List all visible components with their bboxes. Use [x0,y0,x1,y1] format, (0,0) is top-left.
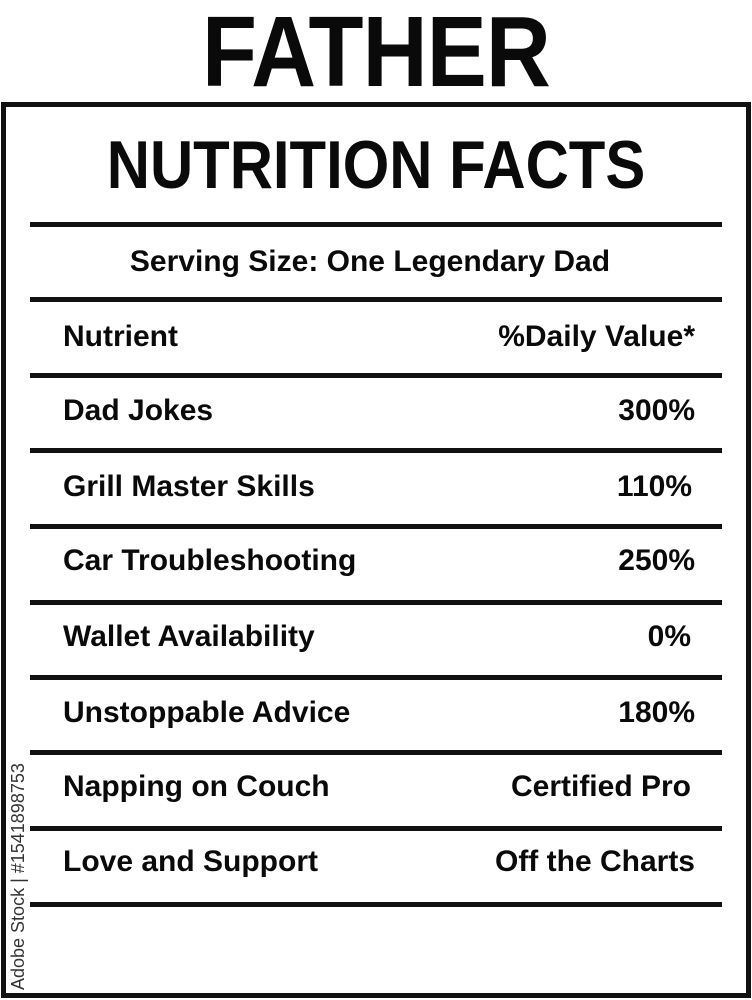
serving-size: Serving Size: One Legendary Dad [129,245,611,278]
divider [30,297,722,302]
label-heading: NUTRITION FACTS [106,127,646,203]
nutrient-name: Unstoppable Advice [63,696,351,729]
table-row: Unstoppable Advice 180% [63,695,695,731]
divider [30,373,722,378]
nutrient-value: 180% [618,696,695,729]
divider [30,222,722,227]
divider [30,524,722,529]
nutrient-value: 250% [618,544,695,577]
table-row: Napping on Couch Certified Pro [63,769,695,805]
header-row: Nutrient %Daily Value* [63,319,695,355]
nutrient-name: Dad Jokes [63,394,214,427]
divider [30,675,722,680]
nutrient-name: Love and Support [63,845,318,878]
divider [30,826,722,831]
daily-value-header: %Daily Value* [498,320,695,353]
nutrient-value: Certified Pro [510,770,691,803]
table-row: Car Troubleshooting 250% [63,543,695,579]
nutrient-name: Grill Master Skills [63,470,315,503]
table-row: Love and Support Off the Charts [63,844,695,880]
nutrient-value: 0% [647,620,691,653]
nutrition-label-box [1,102,751,998]
table-row: Wallet Availability 0% [63,619,695,655]
divider [30,448,722,453]
nutrient-header: Nutrient [63,320,178,353]
divider [30,600,722,605]
table-row: Dad Jokes 300% [63,393,695,429]
nutrient-name: Napping on Couch [63,770,330,803]
divider [30,902,722,907]
nutrient-value: 300% [618,394,695,427]
nutrient-name: Car Troubleshooting [63,544,357,577]
table-row: Grill Master Skills 110% [63,469,695,505]
nutrient-value: 110% [616,470,692,503]
nutrient-value: Off the Charts [494,845,695,878]
divider [30,750,722,755]
page-title: FATHER [202,0,551,108]
nutrient-name: Wallet Availability [63,620,315,653]
stock-watermark: Adobe Stock | #1541898753 [8,763,28,990]
